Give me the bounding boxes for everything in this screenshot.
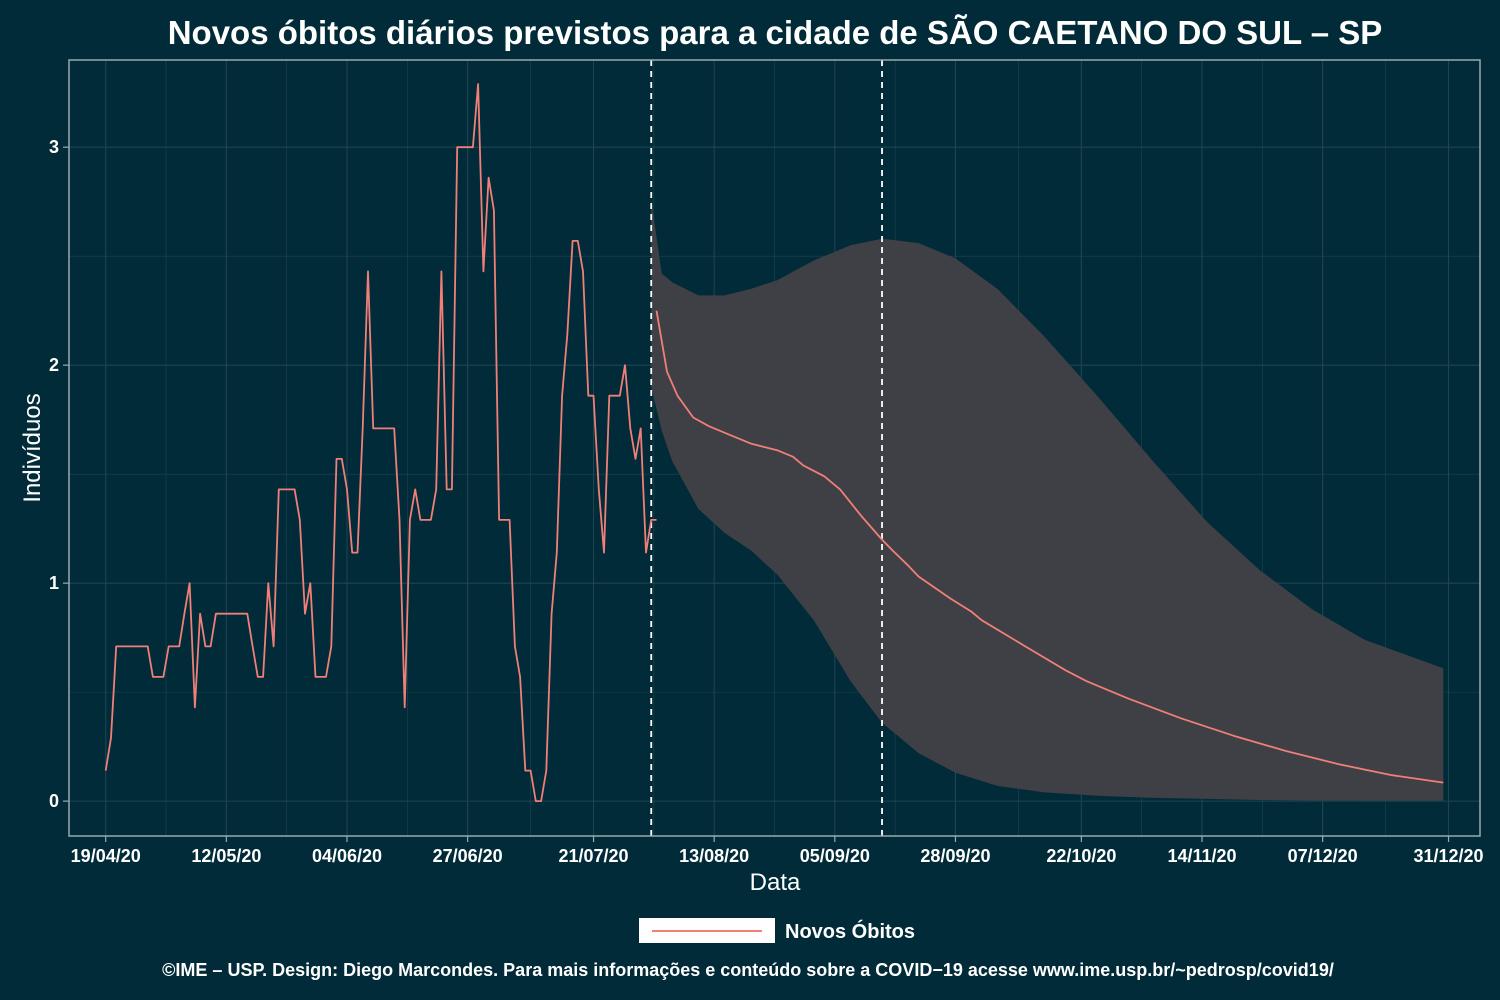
y-tick-label: 1 (49, 573, 59, 593)
y-tick-label: 0 (49, 791, 59, 811)
y-axis-title: Indivíduos (19, 393, 46, 502)
legend-label: Novos Óbitos (785, 919, 915, 943)
x-tick-layer: 19/04/20 12/05/20 04/06/20 27/06/20 21/07/20… (71, 836, 1484, 866)
x-tick-label: 19/04/20 (71, 846, 141, 866)
x-tick-label: 05/09/20 (800, 846, 870, 866)
x-tick-label: 12/05/20 (191, 846, 261, 866)
caption: ©IME – USP. Design: Diego Marcondes. Par… (162, 960, 1334, 980)
series-line-previsto (655, 310, 1444, 784)
series-line-observado (104, 83, 657, 802)
prediction-band (651, 199, 1444, 801)
x-tick-label: 13/08/20 (679, 846, 749, 866)
series-layer (104, 83, 1444, 802)
x-tick-label: 31/12/20 (1413, 846, 1483, 866)
legend: Novos Óbitos (639, 918, 915, 943)
y-tick-layer: 0 1 2 3 (49, 137, 69, 811)
x-tick-label: 22/10/20 (1046, 846, 1116, 866)
x-tick-label: 07/12/20 (1288, 846, 1358, 866)
band-layer (651, 199, 1444, 801)
x-tick-label: 14/11/20 (1167, 846, 1236, 866)
x-tick-label: 21/07/20 (558, 846, 628, 866)
x-axis-title: Data (750, 869, 801, 896)
x-tick-label: 27/06/20 (433, 846, 503, 866)
y-tick-label: 2 (49, 355, 59, 375)
chart-title: Novos óbitos diários previstos para a ci… (168, 14, 1383, 51)
y-tick-label: 3 (49, 137, 59, 157)
x-tick-label: 04/06/20 (312, 846, 382, 866)
x-tick-label: 28/09/20 (920, 846, 990, 866)
panel-border (68, 59, 1481, 837)
vline-layer (650, 60, 883, 836)
